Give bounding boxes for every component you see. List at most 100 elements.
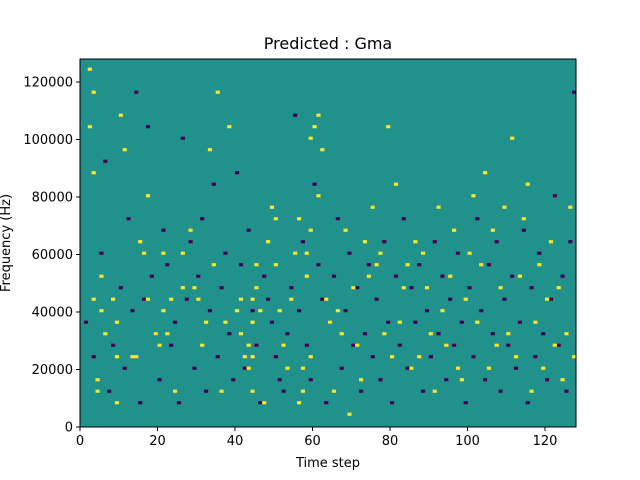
heatmap-cell-high <box>246 366 251 370</box>
heatmap-cell-high <box>114 401 120 405</box>
heatmap-cell-low <box>219 286 224 290</box>
heatmap-cell-high <box>157 343 162 347</box>
heatmap-cell-high <box>254 263 259 267</box>
heatmap-cell-low <box>142 297 147 301</box>
heatmap-cell-high <box>169 297 174 301</box>
heatmap-cell-low <box>169 343 174 347</box>
heatmap-cell-high <box>525 182 530 186</box>
heatmap-cell-high <box>142 251 147 255</box>
heatmap-cells <box>83 67 577 416</box>
heatmap-cell-high <box>308 228 313 232</box>
heatmap-cell-low <box>479 309 484 313</box>
heatmap-cell-high <box>200 343 205 347</box>
heatmap-cell-low <box>359 389 364 393</box>
heatmap-cell-high <box>541 366 546 370</box>
y-tick-label: 80000 <box>32 191 73 206</box>
heatmap-cell-high <box>297 401 302 405</box>
heatmap-cell-high <box>138 240 143 244</box>
heatmap-cell-high <box>548 240 554 244</box>
heatmap-cell-low <box>362 332 368 336</box>
x-tick-label: 0 <box>76 434 84 449</box>
heatmap-cell-high <box>517 274 523 278</box>
heatmap-cell-high <box>448 274 453 278</box>
heatmap-cell-high <box>207 148 213 152</box>
heatmap-cell-high <box>300 366 306 370</box>
heatmap-cell-low <box>428 355 433 359</box>
heatmap-cell-low <box>471 355 476 359</box>
heatmap-cell-high <box>405 263 410 267</box>
heatmap-cell-high <box>537 263 542 267</box>
heatmap-cell-high <box>390 355 395 359</box>
heatmap-cell-high <box>432 389 437 393</box>
heatmap-cell-high <box>366 274 371 278</box>
heatmap-cell-high <box>316 194 321 198</box>
heatmap-cell-low <box>138 401 143 405</box>
heatmap-cell-high <box>498 286 503 290</box>
heatmap-cell-low <box>242 366 247 370</box>
heatmap-cell-low <box>289 286 294 290</box>
heatmap-cell-high <box>111 297 116 301</box>
heatmap-cell-high <box>153 332 158 336</box>
heatmap-cell-high <box>331 389 337 393</box>
heatmap-cell-low <box>273 355 278 359</box>
heatmap-cell-high <box>471 194 476 198</box>
heatmap-cell-high <box>99 309 104 313</box>
x-tick-label: 20 <box>149 434 166 449</box>
y-tick-label: 0 <box>65 421 73 436</box>
y-tick-label: 20000 <box>32 363 73 378</box>
heatmap-cell-high <box>506 332 511 336</box>
heatmap-cell-high <box>320 148 325 152</box>
heatmap-cell-high <box>421 251 426 255</box>
heatmap-cell-low <box>521 228 526 232</box>
chart-title: Predicted : Gma <box>264 34 392 53</box>
heatmap-cell-high <box>568 205 573 209</box>
heatmap-cell-low <box>459 320 464 324</box>
heatmap-cell-high <box>91 297 96 301</box>
heatmap-cell-high <box>134 355 139 359</box>
heatmap-cell-low <box>494 240 499 244</box>
heatmap-cell-low <box>335 217 340 221</box>
heatmap-cell-high <box>118 113 123 117</box>
heatmap-cell-low <box>498 389 503 393</box>
heatmap-cell-high <box>192 286 197 290</box>
heatmap-cell-high <box>180 251 185 255</box>
y-tick-label: 100000 <box>23 133 73 148</box>
heatmap-cell-high <box>266 240 271 244</box>
heatmap-cell-low <box>374 297 379 301</box>
heatmap-cell-high <box>533 320 538 324</box>
heatmap-cell-high <box>339 332 344 336</box>
heatmap-cell-high <box>273 217 278 221</box>
heatmap-cell-low <box>312 182 317 186</box>
heatmap-cell-low <box>180 136 185 140</box>
heatmap-cell-low <box>366 263 371 267</box>
heatmap-cell-high <box>467 251 472 255</box>
plot-background <box>80 59 576 427</box>
heatmap-cell-low <box>126 217 131 221</box>
heatmap-cell-low <box>452 343 457 347</box>
heatmap-cell-low <box>382 240 387 244</box>
heatmap-cell-low <box>537 251 542 255</box>
heatmap-cell-high <box>556 286 561 290</box>
heatmap-cell-high <box>87 125 92 129</box>
heatmap-cell-low <box>421 389 426 393</box>
heatmap-cell-low <box>130 309 135 313</box>
heatmap-cell-low <box>393 274 399 278</box>
heatmap-cell-high <box>227 125 232 129</box>
heatmap-cell-low <box>436 332 441 336</box>
y-tick-label: 40000 <box>32 306 73 321</box>
heatmap-cell-high <box>114 320 120 324</box>
heatmap-cell-low <box>304 343 309 347</box>
heatmap-cell-low <box>467 286 472 290</box>
heatmap-cell-high <box>204 320 209 324</box>
heatmap-cell-low <box>235 171 240 175</box>
heatmap-cell-high <box>378 251 383 255</box>
heatmap-cell-high <box>463 297 468 301</box>
y-axis: 0 20000 40000 60000 80000 100000 120000 <box>23 76 80 436</box>
heatmap-cell-low <box>339 366 344 370</box>
heatmap-cell-high <box>490 228 495 232</box>
heatmap-cell-high <box>564 332 569 336</box>
heatmap-cell-high <box>161 251 166 255</box>
heatmap-cell-high <box>483 171 488 175</box>
heatmap-cell-low <box>514 366 519 370</box>
heatmap-cell-high <box>304 274 309 278</box>
